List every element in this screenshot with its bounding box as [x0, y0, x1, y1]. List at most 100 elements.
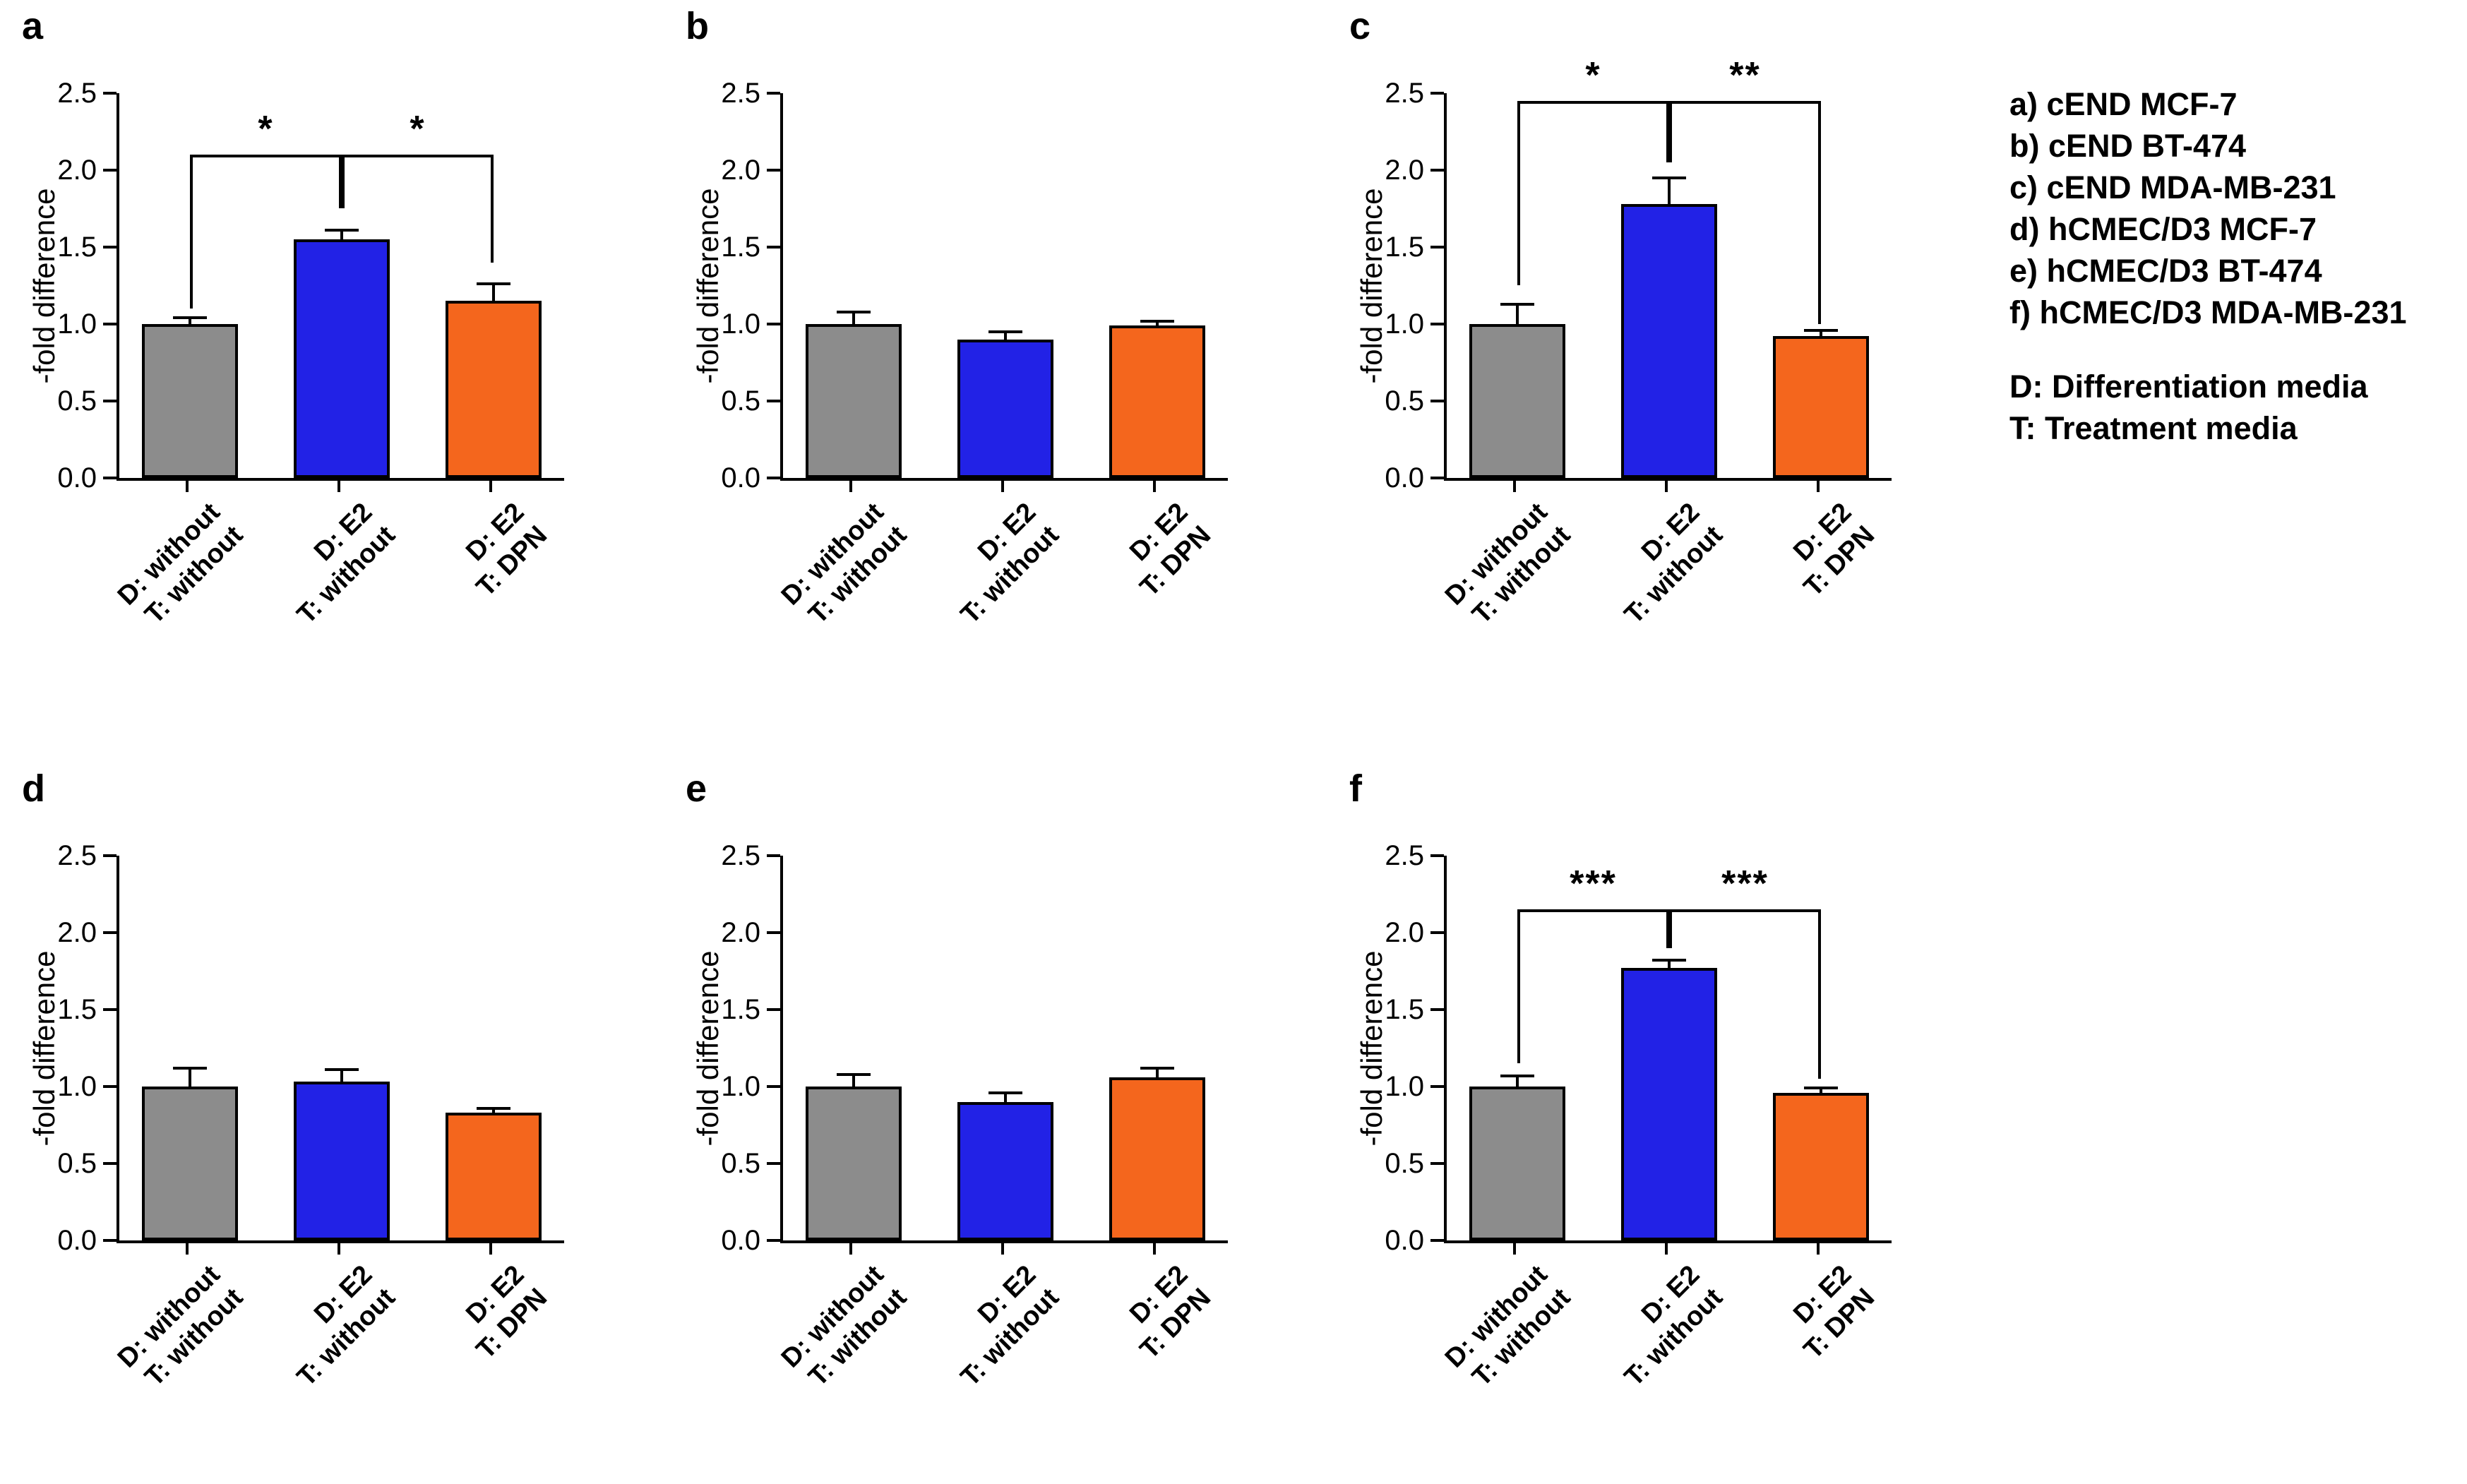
sig-bracket-end-left: [1517, 100, 1520, 286]
y-tick-label: 1.5: [57, 232, 97, 263]
legend-item: c) cEND MDA-MB-231: [2009, 169, 2336, 205]
sig-bracket-line: [190, 155, 342, 158]
bar-c-2: [1621, 203, 1717, 478]
panel-letter: c: [1349, 5, 1371, 47]
y-tick-label: 2.0: [57, 917, 97, 948]
y-tick-mark: [1430, 323, 1444, 325]
y-tick-mark: [1430, 1239, 1444, 1242]
x-tick-mark: [1817, 1243, 1820, 1255]
y-tick-label: 1.0: [57, 1071, 97, 1102]
chart-panel-b: b -fold difference 0.0 0.5 1.0 1.5 2.0 2.5 D: wi…: [681, 5, 1331, 722]
panel-letter: a: [22, 5, 44, 47]
sig-bracket-line: [342, 155, 494, 158]
y-tick-label: 1.5: [721, 232, 760, 263]
y-tick-label: 2.5: [57, 840, 97, 871]
legend-media-block: D: Differentiation media T: Treatment med…: [2009, 366, 2407, 449]
y-tick-label: 2.0: [721, 155, 760, 186]
x-category-label: D: E2 T: DPN: [1774, 496, 1881, 604]
plot-area: * **: [1444, 55, 1892, 481]
bar-f-2: [1621, 968, 1717, 1240]
y-tick-label: 0.0: [1385, 1225, 1424, 1256]
sig-bracket-end-right: [1818, 909, 1821, 1079]
error-bar-cap: [477, 1106, 510, 1110]
y-tick-mark: [1430, 92, 1444, 95]
error-bar-cap: [1140, 319, 1174, 323]
y-tick-mark: [103, 1008, 117, 1011]
legend-media-item: D: Differentiation media: [2009, 369, 2368, 405]
chart-panel-a: a -fold difference 0.0 0.5 1.0 1.5 2.0 2.5 * * D: …: [18, 5, 667, 722]
error-bar-line: [340, 230, 343, 240]
sig-bracket-end-left: [190, 155, 193, 309]
bar-e-3: [1109, 1077, 1205, 1240]
y-axis-title: -fold difference: [691, 187, 724, 384]
bar-a-2: [294, 239, 390, 478]
y-tick-label: 2.0: [1385, 155, 1424, 186]
error-bar-line: [852, 1074, 855, 1087]
y-tick-label: 2.0: [57, 155, 97, 186]
sig-bracket-line: [1669, 909, 1821, 913]
error-bar-cap: [173, 1066, 207, 1070]
legend-item: a) cEND MCF-7: [2009, 86, 2238, 122]
bar-b-1: [806, 324, 902, 478]
significance-stars: *: [258, 109, 274, 150]
y-tick-mark: [103, 854, 117, 857]
y-tick-mark: [103, 92, 117, 95]
error-bar-line: [1820, 330, 1822, 337]
y-axis-title: -fold difference: [28, 950, 61, 1147]
y-tick-label: 1.0: [1385, 309, 1424, 340]
y-tick-mark: [767, 1239, 780, 1242]
error-bar-cap: [325, 1068, 359, 1072]
y-tick-mark: [767, 92, 780, 95]
sig-bracket-end-right: [339, 155, 342, 209]
y-axis-title: -fold difference: [28, 187, 61, 384]
y-tick-label: 2.5: [1385, 840, 1424, 871]
chart-panel-c: c -fold difference 0.0 0.5 1.0 1.5 2.0 2.5 * ** D:…: [1345, 5, 1995, 722]
x-category-label: D: without T: without: [775, 1259, 914, 1397]
x-category-label: D: E2 T: without: [268, 1259, 402, 1393]
sig-bracket-line: [1669, 100, 1821, 104]
y-tick-mark: [103, 1085, 117, 1088]
significance-stars: ***: [1721, 863, 1769, 905]
error-bar-cap: [1500, 302, 1534, 306]
y-tick-mark: [767, 400, 780, 402]
plot-area: *** ***: [1444, 856, 1892, 1243]
y-tick-label: 1.5: [721, 994, 760, 1025]
y-tick-label: 2.0: [721, 917, 760, 948]
y-tick-mark: [103, 477, 117, 479]
error-bar-cap: [837, 310, 871, 313]
y-tick-mark: [767, 1008, 780, 1011]
x-category-label: D: E2 T: DPN: [446, 1259, 554, 1366]
plot-area: [780, 856, 1228, 1243]
error-bar-line: [492, 1108, 495, 1113]
y-tick-mark: [103, 931, 117, 934]
legend-item: d) hCMEC/D3 MCF-7: [2009, 211, 2317, 247]
error-bar-line: [1004, 1092, 1007, 1102]
error-bar-cap: [1652, 176, 1686, 179]
y-tick-label: 1.0: [1385, 1071, 1424, 1102]
y-tick-label: 1.5: [57, 994, 97, 1025]
sig-bracket-end-left: [1669, 100, 1672, 163]
y-tick-label: 0.0: [1385, 462, 1424, 493]
x-tick-mark: [338, 481, 340, 492]
sig-bracket-line: [1517, 100, 1669, 104]
bar-b-2: [957, 339, 1053, 478]
y-tick-mark: [103, 169, 117, 172]
error-bar-cap: [325, 229, 359, 232]
y-tick-label: 1.5: [1385, 994, 1424, 1025]
y-tick-mark: [103, 1162, 117, 1165]
sig-bracket-end-left: [1669, 909, 1672, 948]
x-tick-mark: [1513, 481, 1516, 492]
y-tick-mark: [1430, 854, 1444, 857]
y-tick-label: 0.0: [57, 462, 97, 493]
bar-d-1: [142, 1087, 238, 1240]
y-tick-mark: [767, 323, 780, 325]
error-bar-cap: [173, 316, 207, 320]
y-tick-mark: [1430, 169, 1444, 172]
error-bar-cap: [988, 1091, 1022, 1094]
x-category-label: D: E2 T: without: [931, 496, 1065, 630]
error-bar-line: [1820, 1088, 1822, 1093]
error-bar-line: [1516, 1075, 1519, 1087]
error-bar-cap: [1140, 1066, 1174, 1070]
panel-letter: b: [686, 5, 709, 47]
y-tick-label: 0.5: [721, 385, 760, 417]
